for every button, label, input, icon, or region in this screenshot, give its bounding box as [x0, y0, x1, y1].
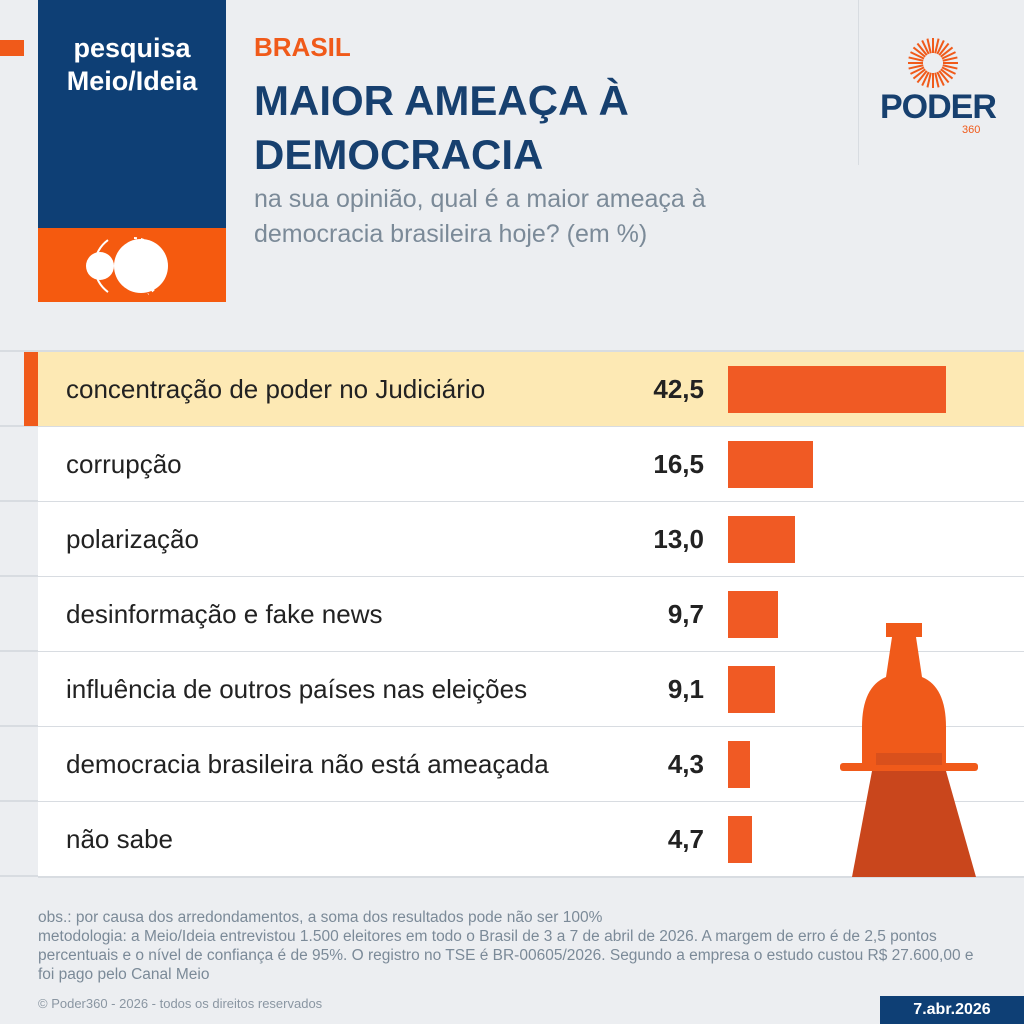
row-divider — [0, 425, 38, 427]
bar-category-label: corrupção — [66, 449, 182, 479]
bar — [728, 516, 795, 563]
accent-tag — [0, 40, 24, 56]
bar-row: polarização 13,0 — [38, 502, 1024, 578]
highlight-marker — [24, 352, 38, 426]
statue-illustration — [840, 623, 978, 877]
bar — [728, 591, 778, 638]
section-label: BRASIL — [254, 32, 351, 62]
divider — [858, 0, 859, 165]
row-divider — [0, 500, 38, 502]
survey-badge-panel — [38, 0, 226, 228]
bar-category-label: concentração de poder no Judiciário — [66, 374, 486, 404]
bar — [728, 816, 753, 863]
bar-row: corrupção 16,5 — [38, 427, 1024, 503]
bar — [728, 741, 751, 788]
chart-subtitle: na sua opinião, qual é a maior ameaça à … — [254, 185, 706, 248]
bar-value-label: 13,0 — [653, 524, 704, 554]
bar — [728, 366, 946, 413]
row-divider — [0, 875, 38, 877]
note-methodology: metodologia: a Meio/Ideia entrevistou 1.… — [38, 928, 974, 983]
meio-ideia-logo-icon — [86, 237, 168, 295]
row-divider — [0, 800, 38, 802]
bar-row: concentração de poder no Judiciário 42,5 — [38, 352, 1024, 428]
note-rounding: obs.: por causa dos arredondamentos, a s… — [38, 909, 603, 926]
bar-category-label: polarização — [66, 524, 199, 554]
poder360-logo-sub: 360 — [962, 124, 981, 136]
poder360-sun-icon — [908, 38, 958, 88]
bar-value-label: 9,7 — [667, 599, 704, 629]
bar-row: democracia brasileira não está ameaçada … — [38, 727, 1024, 803]
row-divider — [0, 725, 38, 727]
bar-category-label: democracia brasileira não está ameaçada — [66, 749, 549, 779]
row-divider — [0, 575, 38, 577]
bar-category-label: influência de outros países nas eleições — [66, 674, 528, 704]
row-divider — [0, 350, 1024, 352]
copyright: © Poder360 - 2026 - todos os direitos re… — [38, 996, 323, 1011]
bar-value-label: 16,5 — [653, 449, 704, 479]
bar — [728, 666, 775, 713]
bar-category-label: não sabe — [66, 824, 173, 854]
date-badge: 7.abr.2026 — [880, 996, 1024, 1024]
footnotes: obs.: por causa dos arredondamentos, a s… — [38, 908, 988, 984]
survey-badge-text: pesquisa Meio/Ideia — [66, 33, 198, 96]
bar-value-label: 4,3 — [667, 749, 704, 779]
bar-value-label: 9,1 — [667, 674, 704, 704]
bar — [728, 441, 813, 488]
bar-value-label: 42,5 — [653, 374, 704, 404]
meio-ideia-logo — [38, 228, 226, 302]
poder360-logo: PODER — [880, 88, 997, 126]
chart-title: MAIOR AMEAÇA À DEMOCRACIA — [254, 77, 629, 178]
bar-category-label: desinformação e fake news — [66, 599, 383, 629]
bar-row: influência de outros países nas eleições… — [38, 652, 1024, 728]
row-divider — [0, 650, 38, 652]
bar-value-label: 4,7 — [667, 824, 704, 854]
